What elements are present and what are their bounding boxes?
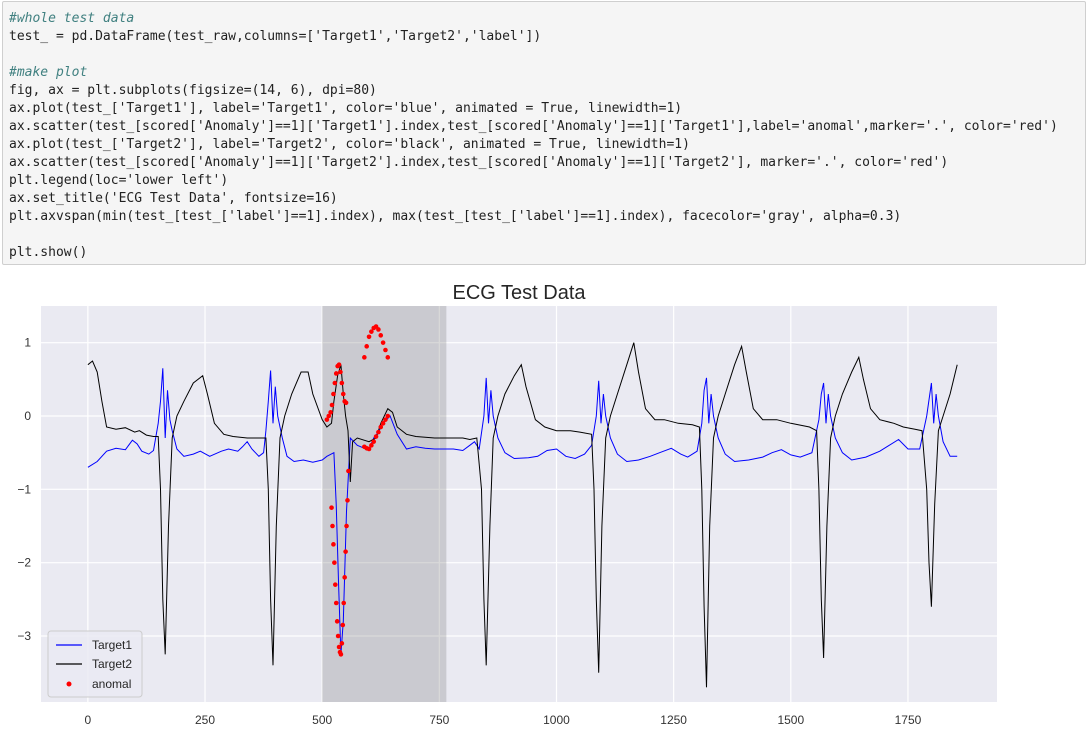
anomal-point: [373, 434, 379, 439]
anomal-point: [378, 333, 384, 338]
anomal-point: [338, 369, 343, 375]
anomal-point: [326, 413, 332, 419]
anomal-point: [343, 400, 349, 406]
legend-label-target2: Target2: [92, 657, 132, 671]
anomal-point: [329, 402, 335, 408]
x-tick-label: 750: [429, 713, 449, 727]
anomal-point: [336, 644, 342, 650]
anomal-point: [341, 600, 347, 606]
anomal-point: [344, 523, 349, 529]
code-line-7: ax.scatter(test_[scored['Anomaly']==1]['…: [9, 119, 1058, 134]
legend: Target1 Target2 anomal: [47, 630, 143, 698]
code-line-6: ax.plot(test_['Target1'], label='Target1…: [9, 101, 683, 116]
code-cell[interactable]: #whole test data test_ = pd.DataFrame(te…: [2, 1, 1086, 265]
legend-label-target1: Target1: [92, 638, 132, 652]
anomal-point: [329, 505, 334, 510]
anomal-point: [366, 446, 372, 452]
y-tick-label: 1: [24, 336, 31, 350]
ecg-chart: ECG Test Data 0 250 500 750 1000 1250 1500 1750…: [17, 282, 997, 727]
code-line-8: ax.plot(test_['Target2'], label='Target2…: [9, 137, 690, 152]
anomal-point: [324, 417, 330, 422]
anomal-point: [328, 410, 333, 415]
anomal-point: [364, 344, 369, 349]
x-tick-label: 1750: [895, 713, 922, 727]
anomal-point: [339, 641, 345, 646]
anomal-point: [338, 652, 344, 657]
gridlines: [41, 306, 997, 702]
anomal-point: [332, 380, 338, 386]
anomal-point: [385, 355, 391, 360]
anomal-points: [324, 324, 391, 657]
anomal-point: [369, 329, 374, 334]
anomal-point: [383, 347, 388, 353]
anomal-point: [331, 542, 336, 547]
anomal-point: [330, 523, 335, 529]
anomal-point: [369, 443, 374, 448]
anomal-point: [342, 575, 347, 580]
legend-box: [47, 630, 143, 698]
series-line-target1: [87, 368, 958, 655]
code-line-1: #whole test data: [9, 11, 135, 26]
x-tick-labels: 0 250 500 750 1000 1250 1500 1750: [85, 713, 922, 727]
legend-label-anomal: anomal: [92, 677, 131, 691]
anomal-point: [336, 362, 342, 367]
x-tick-label: 1000: [543, 713, 570, 727]
anomal-point: [339, 380, 345, 386]
anomal-point: [332, 560, 337, 565]
anomal-point: [345, 498, 350, 503]
anomal-point: [371, 439, 377, 444]
cell-output: ECG Test Data 0 250 500 750 1000 1250 1500 1750…: [0, 268, 1092, 733]
chart-title: ECG Test Data: [452, 282, 586, 304]
code-line-5: fig, ax = plt.subplots(figsize=(14, 6), …: [9, 83, 377, 98]
code-editor[interactable]: #whole test data test_ = pd.DataFrame(te…: [3, 2, 1085, 262]
anomal-point: [362, 355, 367, 360]
y-tick-label: −3: [17, 629, 31, 643]
x-tick-label: 500: [312, 713, 332, 727]
anomal-point: [332, 582, 338, 587]
anomal-point: [346, 468, 351, 474]
anomal-point: [380, 340, 386, 345]
anomal-point: [340, 622, 346, 628]
anomal-point: [366, 334, 372, 340]
anomal-point: [376, 429, 381, 435]
code-line-12: plt.axvspan(min(test_[test_['label']==1]…: [9, 209, 902, 224]
code-line-9: ax.scatter(test_[scored['Anomaly']==1]['…: [9, 155, 949, 170]
anomaly-span: [322, 306, 447, 702]
anomal-point: [340, 391, 346, 397]
y-tick-label: −1: [17, 482, 31, 496]
x-tick-label: 0: [85, 713, 92, 727]
plot-area: [41, 306, 997, 702]
anomal-point: [334, 619, 340, 624]
code-line-4: #make plot: [9, 65, 88, 80]
legend-swatch-anomal: [66, 681, 72, 687]
anomal-point: [335, 633, 341, 639]
anomal-point: [383, 417, 388, 422]
code-line-2: test_ = pd.DataFrame(test_raw,columns=['…: [9, 29, 542, 44]
anomal-point: [380, 421, 386, 426]
series-line-target2: [87, 342, 958, 688]
x-tick-label: 1500: [777, 713, 804, 727]
x-tick-label: 1250: [660, 713, 687, 727]
anomal-point: [331, 391, 336, 397]
anomal-point: [385, 413, 391, 419]
y-tick-label: −2: [17, 556, 31, 570]
y-tick-label: 0: [24, 409, 31, 423]
anomal-point: [343, 549, 348, 554]
anomal-point: [378, 424, 384, 430]
x-tick-label: 250: [195, 713, 215, 727]
anomal-point: [376, 327, 381, 332]
anomal-point: [333, 371, 339, 376]
code-line-14: plt.show(): [9, 245, 88, 260]
anomal-point: [333, 600, 339, 606]
code-line-10: plt.legend(loc='lower left'): [9, 173, 229, 188]
y-tick-labels: 1 0 −1 −2 −3: [17, 336, 31, 643]
code-line-11: ax.set_title('ECG Test Data', fontsize=1…: [9, 191, 338, 206]
